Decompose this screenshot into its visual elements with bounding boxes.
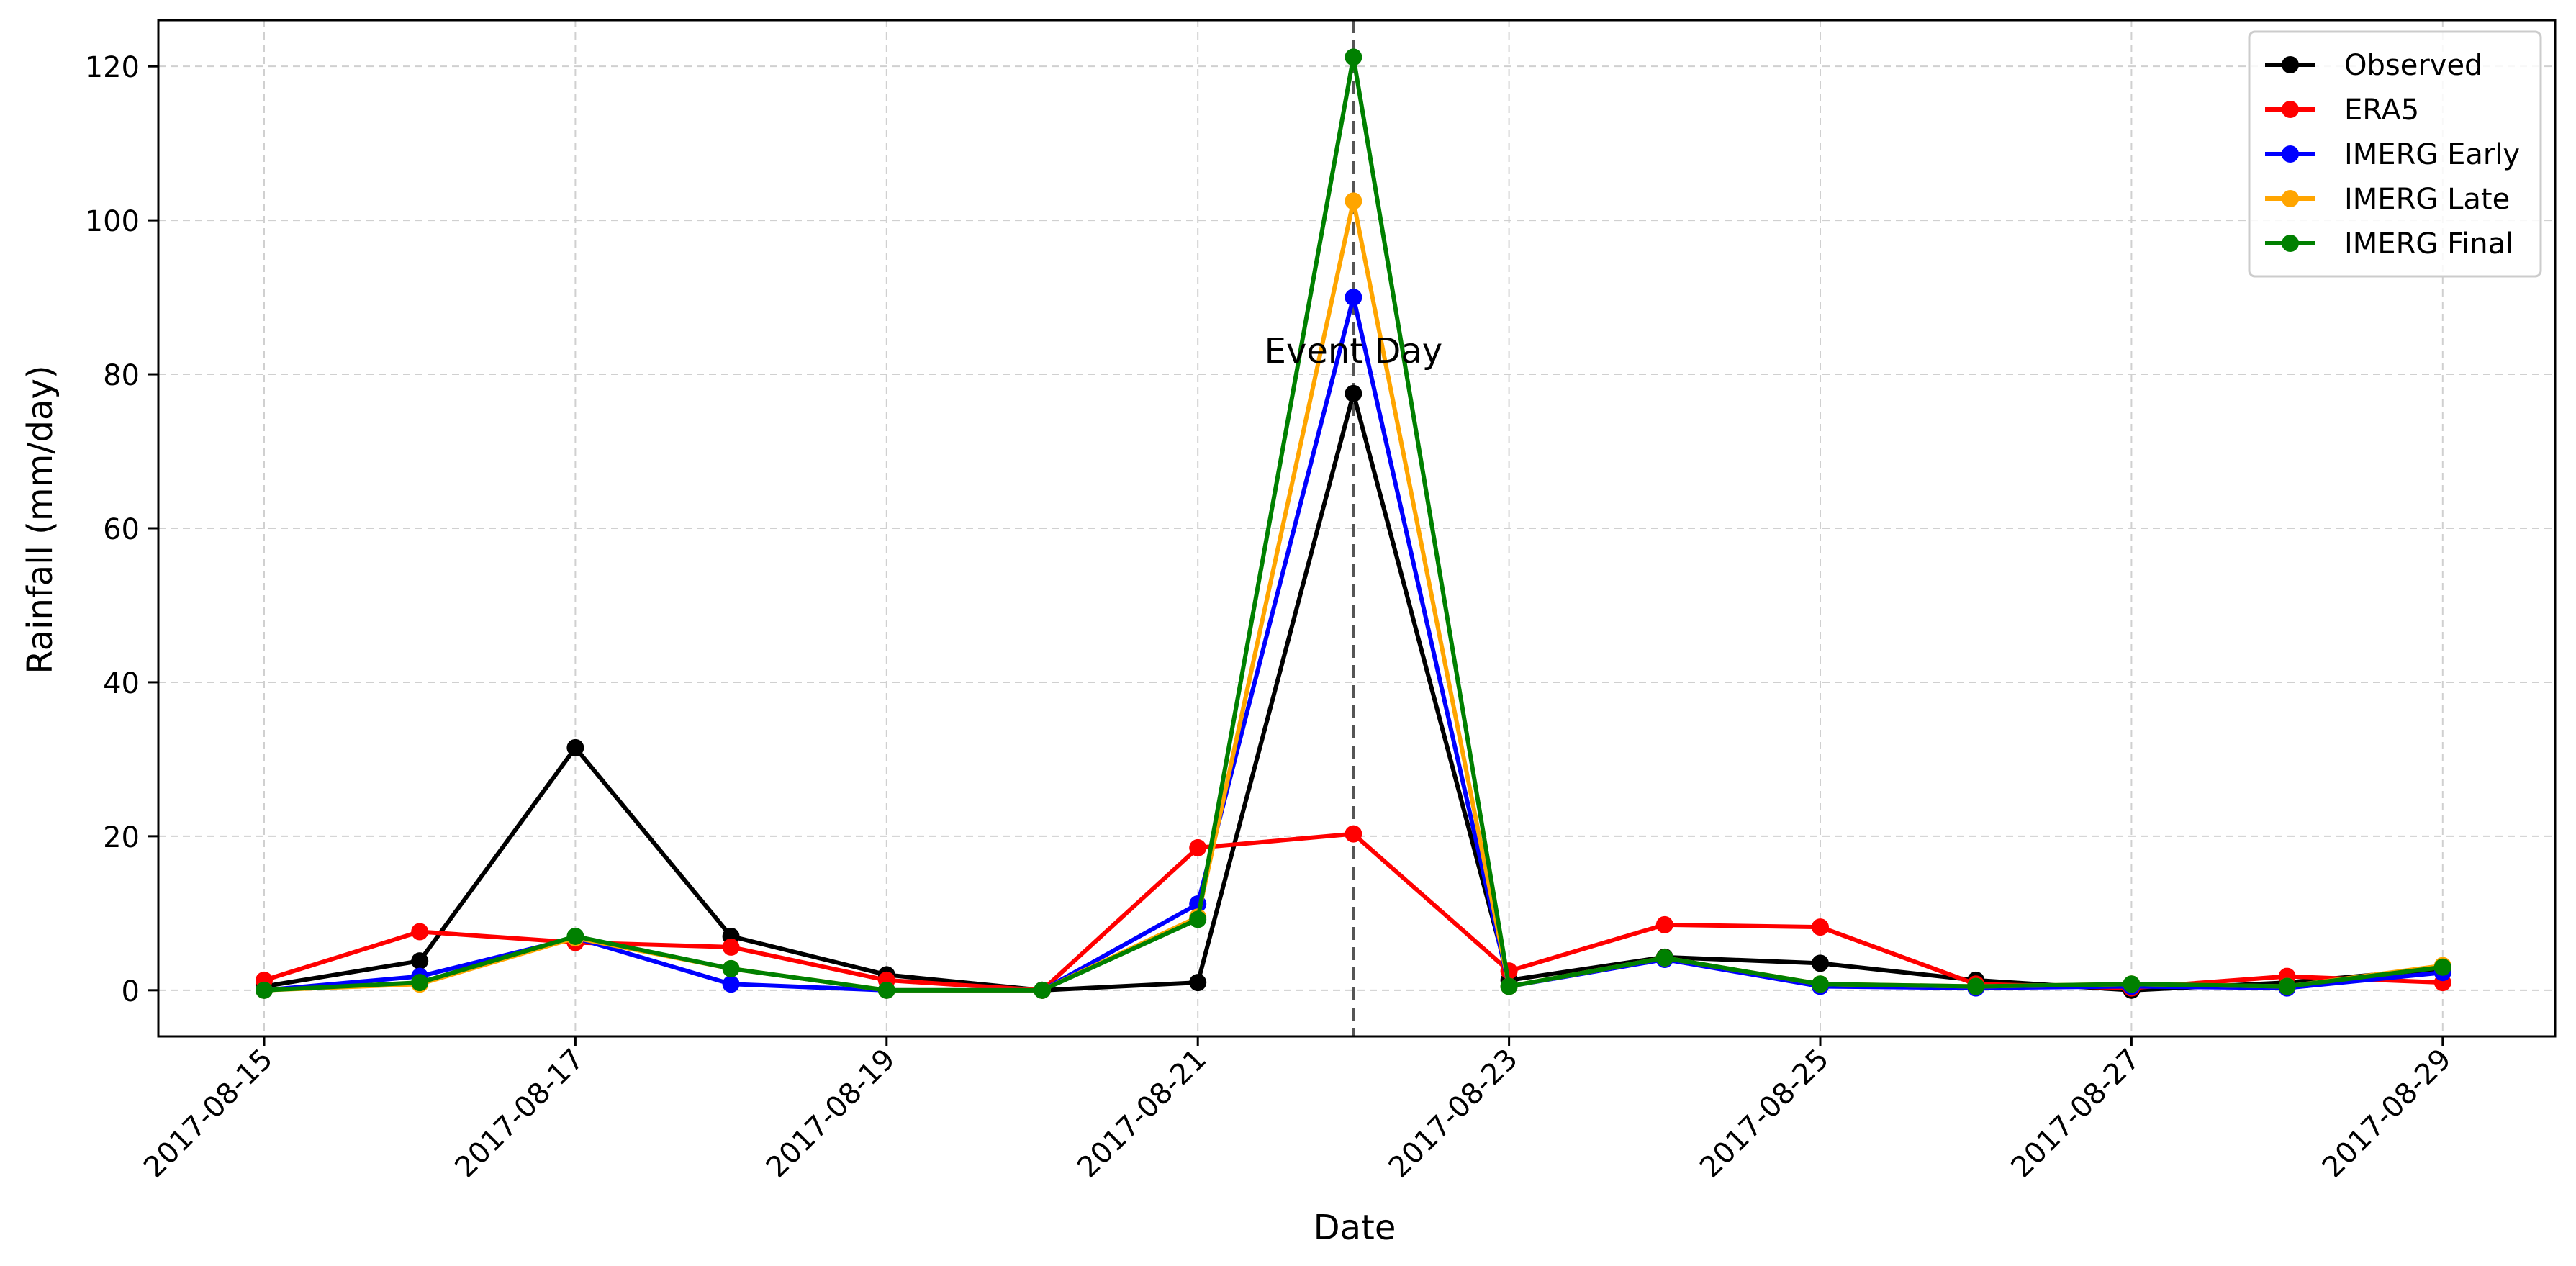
y-tick-label: 20 (103, 821, 140, 854)
series-lines (256, 48, 2451, 999)
data-point-observed (566, 738, 584, 756)
data-point-imerg-final (2123, 975, 2141, 993)
legend: Observed ERA5 IMERG Early IMERG Late IMERG F… (2248, 30, 2542, 278)
data-point-era5 (722, 938, 740, 956)
legend-box (2248, 30, 2542, 278)
data-point-imerg-final (256, 981, 273, 999)
data-point-era5 (1189, 838, 1207, 856)
legend-label-era5: ERA5 (2344, 94, 2419, 127)
data-point-imerg-final (566, 927, 584, 945)
y-tick-label: 80 (103, 359, 140, 392)
y-tick-label: 120 (85, 51, 140, 84)
y-tick-label: 40 (103, 667, 140, 700)
y-tick-label: 100 (85, 205, 140, 238)
legend-swatch-marker-imerg-early (2282, 145, 2299, 163)
data-point-imerg-final (1655, 949, 1673, 967)
data-point-observed (1812, 954, 1829, 972)
y-axis-ticks: 0 20 40 60 80 100 120 (85, 51, 158, 1008)
event-day-label: Event Day (1265, 331, 1443, 371)
data-point-era5 (1345, 825, 1362, 843)
data-point-imerg-late (1345, 192, 1362, 210)
y-tick-label: 60 (103, 513, 140, 546)
y-tick-label: 0 (122, 975, 140, 1008)
data-point-imerg-final (877, 981, 895, 999)
legend-label-imerg-early: IMERG Early (2344, 138, 2520, 171)
data-point-era5 (411, 923, 429, 941)
data-point-imerg-final (1812, 975, 1829, 993)
data-point-era5 (1812, 918, 1829, 936)
data-point-imerg-final (1500, 977, 1518, 995)
data-point-observed (1345, 384, 1362, 402)
data-point-imerg-final (1345, 48, 1362, 66)
x-axis-label: Date (1314, 1208, 1396, 1248)
data-point-imerg-final (411, 974, 429, 992)
legend-label-observed: Observed (2344, 49, 2482, 82)
data-point-imerg-final (2278, 977, 2296, 995)
legend-swatch-marker-imerg-final (2282, 235, 2299, 252)
data-point-era5 (1655, 915, 1673, 933)
legend-swatch-marker-imerg-late (2282, 190, 2299, 207)
data-point-observed (411, 952, 429, 970)
data-point-imerg-final (1189, 910, 1207, 928)
data-point-imerg-final (1034, 981, 1051, 999)
series-imerg-final (256, 48, 2451, 999)
legend-swatch-marker-era5 (2282, 101, 2299, 118)
data-point-imerg-early (1345, 289, 1362, 307)
legend-label-imerg-final: IMERG Final (2344, 227, 2513, 261)
data-point-imerg-early (722, 975, 740, 993)
y-axis-label: Rainfall (mm/day) (20, 365, 60, 674)
legend-swatch-marker-observed (2282, 56, 2299, 73)
legend-label-imerg-late: IMERG Late (2344, 183, 2510, 216)
data-point-imerg-final (1967, 977, 1985, 995)
data-point-imerg-final (2433, 958, 2451, 976)
data-point-imerg-final (722, 959, 740, 977)
data-point-observed (1189, 974, 1207, 992)
